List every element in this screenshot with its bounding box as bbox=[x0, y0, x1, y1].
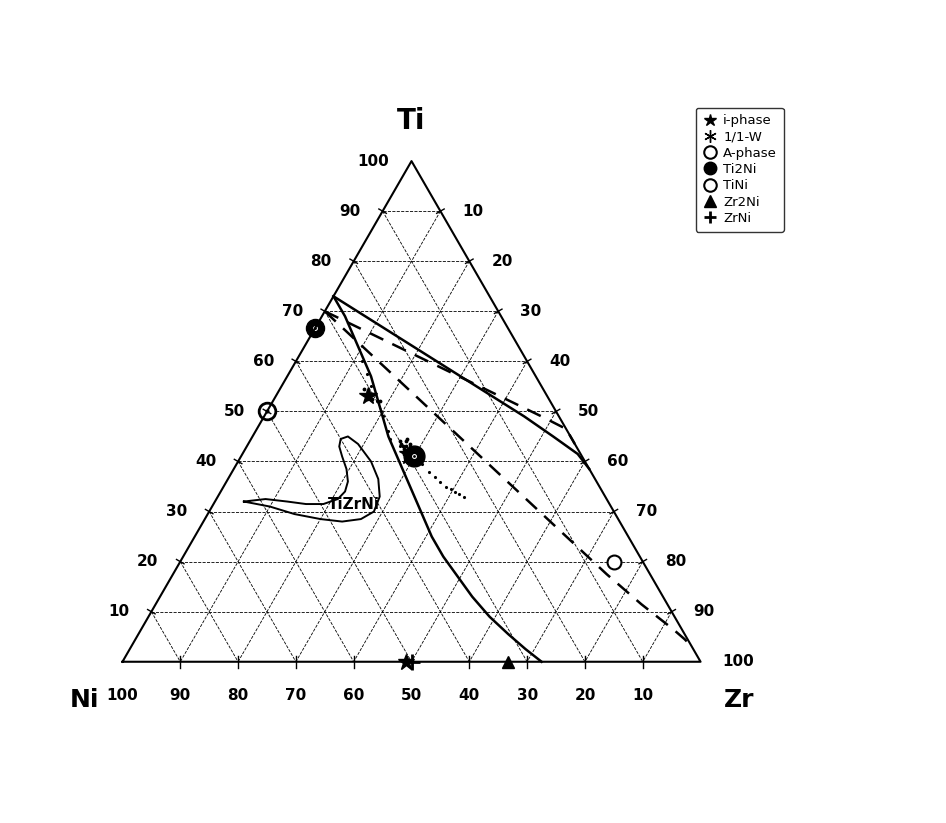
Text: 50: 50 bbox=[578, 404, 599, 419]
Text: 70: 70 bbox=[636, 504, 657, 519]
Text: 100: 100 bbox=[107, 688, 138, 703]
Text: 60: 60 bbox=[607, 454, 628, 469]
Text: Ti: Ti bbox=[397, 107, 426, 135]
Text: 20: 20 bbox=[574, 688, 596, 703]
Text: 100: 100 bbox=[358, 154, 390, 169]
Text: 90: 90 bbox=[169, 688, 191, 703]
Text: 30: 30 bbox=[520, 304, 541, 319]
Text: TiZrNi: TiZrNi bbox=[327, 496, 379, 512]
Text: 40: 40 bbox=[459, 688, 480, 703]
Text: 10: 10 bbox=[463, 203, 483, 219]
Text: 40: 40 bbox=[549, 354, 570, 369]
Text: 50: 50 bbox=[401, 688, 422, 703]
Text: 90: 90 bbox=[340, 203, 360, 219]
Text: 90: 90 bbox=[693, 604, 715, 619]
Text: 10: 10 bbox=[632, 688, 654, 703]
Text: Zr: Zr bbox=[724, 688, 754, 712]
Text: Ni: Ni bbox=[70, 688, 99, 712]
Text: 80: 80 bbox=[665, 554, 686, 570]
Text: 60: 60 bbox=[253, 354, 274, 369]
Text: 70: 70 bbox=[282, 304, 303, 319]
Text: 30: 30 bbox=[517, 688, 537, 703]
Text: 50: 50 bbox=[224, 404, 245, 419]
Text: 80: 80 bbox=[310, 253, 332, 269]
Text: 80: 80 bbox=[227, 688, 249, 703]
Text: 100: 100 bbox=[723, 654, 754, 669]
Text: 10: 10 bbox=[108, 604, 130, 619]
Legend: i-phase, 1/1-W, A-phase, Ti2Ni, TiNi, Zr2Ni, ZrNi: i-phase, 1/1-W, A-phase, Ti2Ni, TiNi, Zr… bbox=[695, 108, 783, 231]
Text: 20: 20 bbox=[491, 253, 513, 269]
Text: 70: 70 bbox=[286, 688, 307, 703]
Text: 20: 20 bbox=[137, 554, 158, 570]
Text: 40: 40 bbox=[195, 454, 216, 469]
Text: 30: 30 bbox=[166, 504, 187, 519]
Text: 60: 60 bbox=[343, 688, 364, 703]
